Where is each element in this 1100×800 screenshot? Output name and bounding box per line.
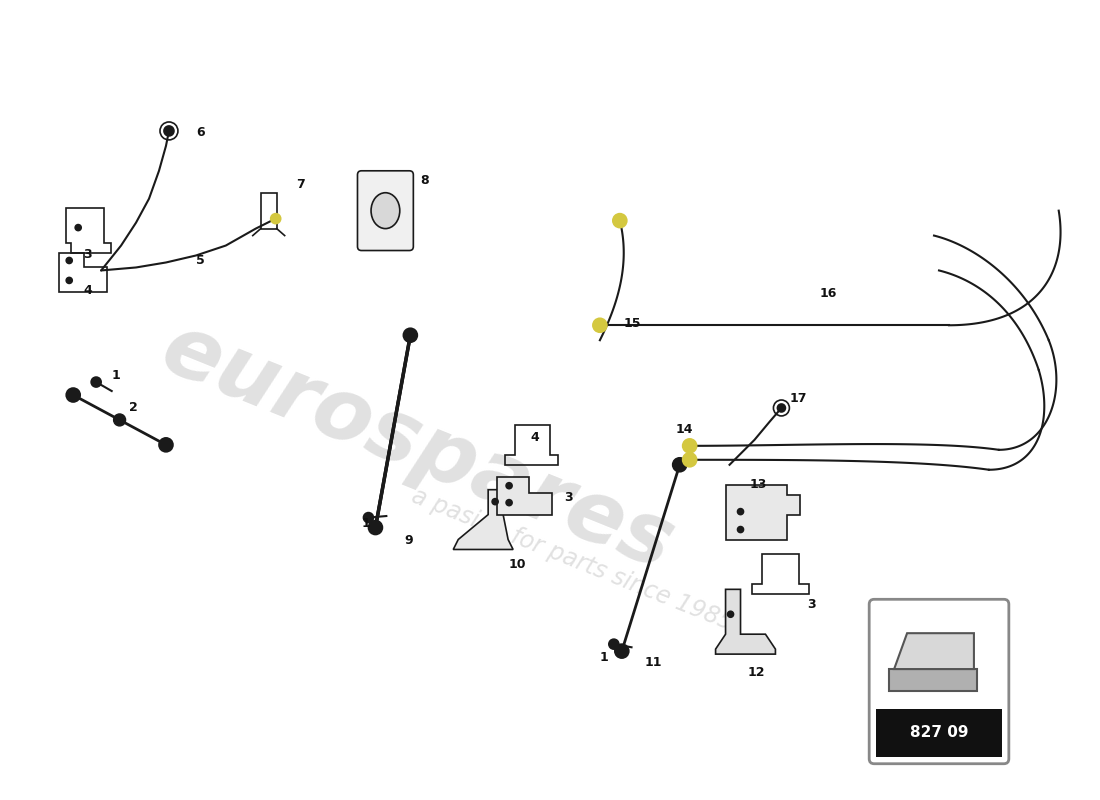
Circle shape [593, 318, 607, 332]
Polygon shape [497, 477, 552, 514]
Polygon shape [726, 485, 801, 539]
Text: 7: 7 [296, 178, 305, 191]
Circle shape [506, 482, 513, 489]
Circle shape [66, 388, 80, 402]
Circle shape [492, 498, 498, 505]
Text: 4: 4 [84, 284, 92, 297]
Text: 5: 5 [196, 254, 205, 267]
Text: 1: 1 [362, 517, 371, 530]
Circle shape [673, 458, 686, 472]
Text: 14: 14 [675, 423, 693, 436]
Text: 16: 16 [820, 287, 837, 300]
FancyBboxPatch shape [869, 599, 1009, 764]
Circle shape [91, 377, 101, 387]
Circle shape [368, 521, 383, 534]
Text: 827 09: 827 09 [910, 726, 968, 740]
Circle shape [75, 225, 81, 230]
Text: 13: 13 [749, 478, 767, 491]
Text: 12: 12 [748, 666, 764, 679]
Polygon shape [894, 633, 974, 669]
Text: eurospares: eurospares [151, 307, 686, 588]
Circle shape [66, 258, 73, 263]
Circle shape [613, 214, 627, 228]
Bar [261, 193, 277, 229]
Circle shape [778, 404, 785, 412]
Text: 1: 1 [600, 650, 608, 664]
Circle shape [615, 644, 629, 658]
FancyBboxPatch shape [358, 170, 414, 250]
Circle shape [609, 639, 619, 649]
Text: 10: 10 [508, 558, 526, 571]
Circle shape [160, 438, 173, 452]
Text: 2: 2 [129, 402, 138, 414]
Ellipse shape [371, 193, 399, 229]
Text: 3: 3 [84, 248, 91, 261]
Text: 3: 3 [564, 491, 573, 504]
Polygon shape [453, 490, 513, 550]
Text: 1: 1 [111, 369, 120, 382]
Circle shape [404, 328, 417, 342]
Circle shape [737, 526, 744, 533]
Circle shape [164, 126, 174, 136]
Text: 8: 8 [420, 174, 429, 187]
Text: 15: 15 [624, 318, 641, 330]
Circle shape [683, 453, 696, 466]
Text: 6: 6 [196, 126, 205, 139]
Polygon shape [716, 590, 776, 654]
Bar [889, 669, 977, 691]
Circle shape [363, 513, 373, 522]
Bar [877, 709, 1002, 757]
Circle shape [66, 278, 73, 283]
Circle shape [506, 500, 513, 506]
Text: 11: 11 [645, 656, 662, 669]
Circle shape [683, 439, 696, 453]
Circle shape [113, 414, 125, 426]
Text: 3: 3 [807, 598, 816, 610]
Text: 17: 17 [790, 391, 807, 405]
Circle shape [271, 214, 281, 224]
Text: 4: 4 [530, 431, 539, 444]
Text: 9: 9 [405, 534, 412, 547]
Text: a pasion for parts since 1985: a pasion for parts since 1985 [408, 484, 736, 635]
Circle shape [737, 509, 744, 514]
Circle shape [727, 611, 734, 618]
